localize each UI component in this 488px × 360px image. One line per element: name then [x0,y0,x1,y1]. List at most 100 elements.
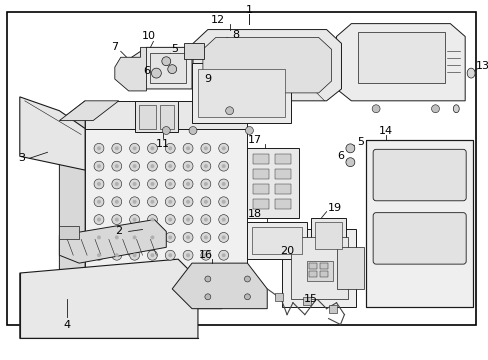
Bar [253,184,269,194]
Ellipse shape [112,179,122,189]
Ellipse shape [165,143,175,153]
Ellipse shape [183,250,193,260]
Text: 5: 5 [356,138,363,147]
Text: 18: 18 [248,209,262,219]
Ellipse shape [147,143,157,153]
Ellipse shape [129,250,139,260]
Polygon shape [193,30,341,101]
Ellipse shape [97,147,101,150]
Ellipse shape [186,235,190,239]
Ellipse shape [165,179,175,189]
Bar [302,257,336,285]
Polygon shape [59,101,119,121]
Ellipse shape [186,217,190,221]
Ellipse shape [94,179,104,189]
Bar [59,225,79,239]
Ellipse shape [112,215,122,225]
Ellipse shape [221,217,225,221]
Polygon shape [59,101,85,289]
Ellipse shape [97,182,101,186]
Ellipse shape [129,161,139,171]
Ellipse shape [115,147,119,150]
Bar [328,305,336,312]
Ellipse shape [168,217,172,221]
Ellipse shape [186,147,190,150]
Text: 6: 6 [336,151,343,161]
Text: 1: 1 [245,5,252,15]
Ellipse shape [201,215,210,225]
Ellipse shape [132,147,136,150]
Text: 2: 2 [115,226,122,237]
Ellipse shape [168,164,172,168]
Ellipse shape [203,253,207,257]
Ellipse shape [201,197,210,207]
Ellipse shape [244,294,250,300]
Ellipse shape [183,179,193,189]
Bar [253,169,269,179]
Ellipse shape [466,68,474,78]
Text: 12: 12 [210,15,224,24]
Ellipse shape [218,250,228,260]
Polygon shape [20,97,85,170]
Polygon shape [85,101,247,129]
Ellipse shape [115,200,119,204]
Polygon shape [203,37,331,93]
Ellipse shape [221,235,225,239]
Ellipse shape [203,164,207,168]
Text: 8: 8 [231,30,239,40]
Bar [282,229,356,307]
Bar [183,44,203,59]
Ellipse shape [168,182,172,186]
Text: 9: 9 [204,74,211,84]
Ellipse shape [203,182,207,186]
Ellipse shape [165,161,175,171]
Bar [290,237,347,299]
Polygon shape [172,263,266,309]
Ellipse shape [165,215,175,225]
Bar [150,53,186,83]
Bar [252,226,301,254]
Bar [275,293,283,301]
Bar [358,32,445,83]
Ellipse shape [218,215,228,225]
Ellipse shape [132,164,136,168]
Ellipse shape [129,215,139,225]
Ellipse shape [183,161,193,171]
Text: 7: 7 [111,42,118,52]
Ellipse shape [225,107,233,115]
Bar [308,263,316,269]
Bar [138,105,156,129]
Ellipse shape [221,200,225,204]
Ellipse shape [147,179,157,189]
Ellipse shape [203,217,207,221]
Ellipse shape [115,182,119,186]
Ellipse shape [186,164,190,168]
Text: 13: 13 [475,61,488,71]
Polygon shape [59,269,247,309]
Bar [253,199,269,209]
Ellipse shape [147,233,157,242]
Text: 5: 5 [170,44,177,54]
Ellipse shape [94,233,104,242]
Ellipse shape [97,235,101,239]
Ellipse shape [168,253,172,257]
Ellipse shape [221,182,225,186]
Ellipse shape [150,200,154,204]
Bar [275,199,290,209]
Ellipse shape [201,233,210,242]
Ellipse shape [115,253,119,257]
Bar [366,140,472,307]
Bar [319,263,327,269]
FancyBboxPatch shape [372,149,465,201]
Bar [302,297,310,305]
Text: 10: 10 [141,31,155,41]
Ellipse shape [97,217,101,221]
Ellipse shape [94,197,104,207]
Text: 17: 17 [248,135,262,145]
Ellipse shape [430,105,439,113]
Ellipse shape [94,215,104,225]
Bar [160,105,174,129]
Ellipse shape [183,233,193,242]
Ellipse shape [186,182,190,186]
Ellipse shape [203,200,207,204]
